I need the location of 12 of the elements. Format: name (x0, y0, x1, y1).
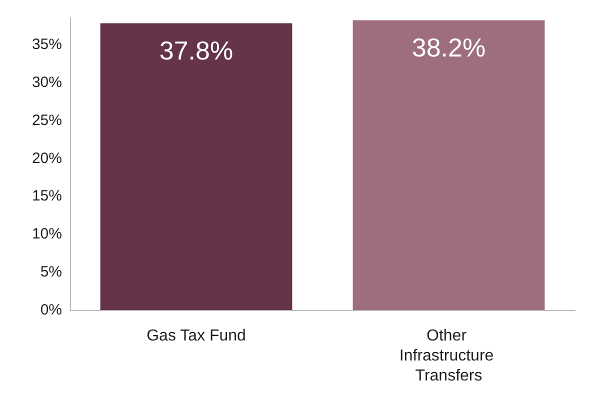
y-tick-label: 35% (32, 36, 62, 54)
data-label: 37.8% (159, 35, 234, 66)
y-tick-label: 0% (40, 302, 62, 318)
y-tick-label: 20% (32, 150, 62, 167)
x-tick-label: Other Infrastructure Transfers (399, 328, 498, 384)
y-tick-label: 30% (32, 74, 62, 91)
y-tick-label: 25% (32, 112, 62, 129)
data-label: 38.2% (412, 32, 486, 62)
x-tick-label: Gas Tax Fund (146, 328, 246, 344)
y-tick-label: 15% (32, 188, 62, 205)
y-tick-label: 10% (32, 226, 62, 243)
y-tick-label: 5% (40, 264, 62, 281)
